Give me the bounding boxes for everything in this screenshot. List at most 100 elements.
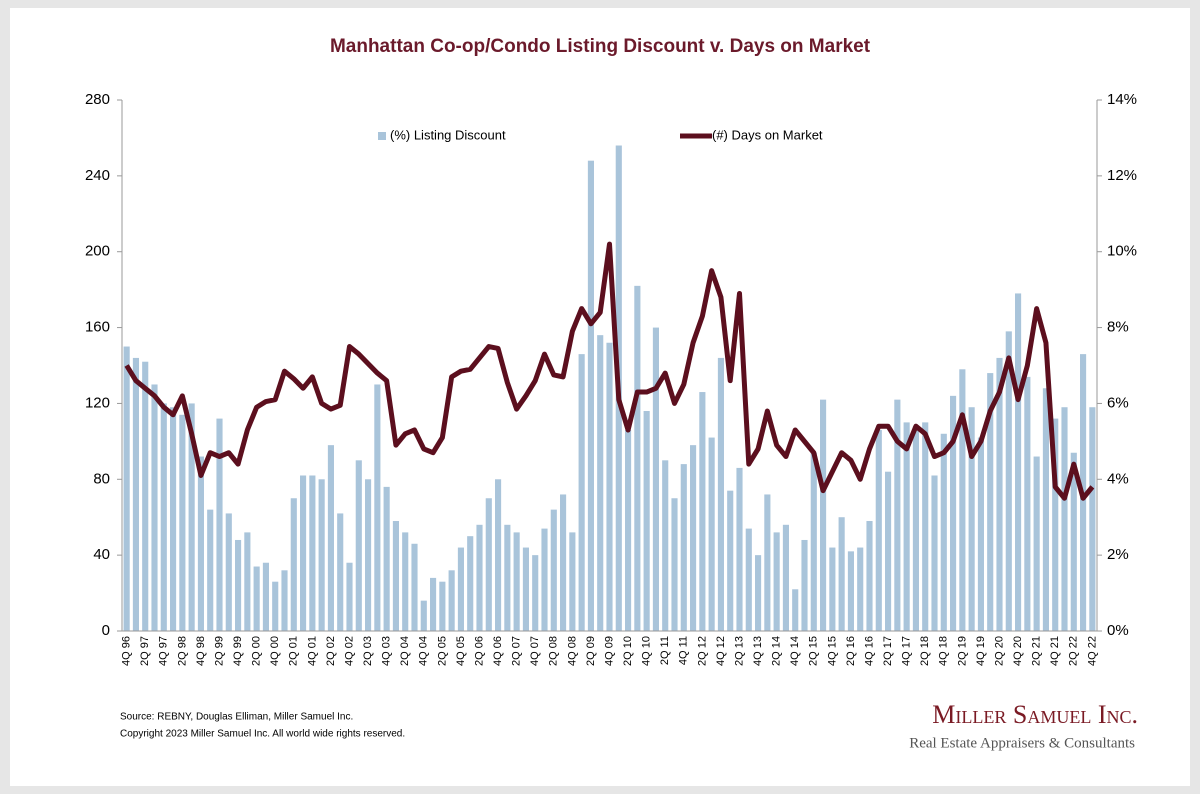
x-tick-label: 4Q 03	[381, 636, 393, 666]
y-tick-label: 80	[93, 470, 110, 487]
x-tick-label: 4Q 08	[566, 636, 578, 666]
x-tick-label: 4Q 01	[306, 636, 318, 666]
y-tick-label: 280	[85, 91, 110, 108]
bar	[912, 426, 919, 631]
bar	[820, 399, 827, 631]
bar	[272, 581, 279, 631]
bar	[950, 395, 957, 631]
bar	[485, 498, 492, 631]
source-note: Source: REBNY, Douglas Elliman, Miller S…	[120, 712, 353, 723]
bar	[420, 600, 427, 631]
bar	[207, 509, 214, 631]
y2-tick-label: 6%	[1107, 394, 1129, 411]
x-tick-label: 2Q 06	[473, 636, 485, 666]
x-tick-label: 4Q 09	[603, 636, 615, 666]
x-tick-label: 4Q 06	[492, 636, 504, 666]
y-tick-label: 160	[85, 319, 110, 336]
x-tick-label: 2Q 99	[213, 636, 225, 666]
bar	[755, 555, 762, 631]
y-tick-label: 0	[102, 622, 110, 639]
bar	[467, 536, 474, 631]
x-tick-label: 2Q 18	[919, 636, 931, 666]
bar	[727, 490, 734, 631]
x-tick-label: 4Q 99	[232, 636, 244, 666]
bar	[680, 464, 687, 631]
x-tick-label: 2Q 00	[251, 636, 263, 666]
x-tick-label: 4Q 10	[641, 636, 653, 666]
bar	[671, 498, 678, 631]
bar	[597, 335, 604, 631]
legend-label: (#) Days on Market	[712, 127, 823, 142]
bar	[587, 160, 594, 631]
y2-tick-label: 8%	[1107, 319, 1129, 336]
bar	[903, 422, 910, 631]
bar	[300, 475, 307, 631]
x-tick-label: 4Q 22	[1086, 636, 1098, 666]
bar	[309, 475, 316, 631]
x-tick-label: 2Q 05	[436, 636, 448, 666]
bar	[699, 392, 706, 631]
x-tick-label: 2Q 98	[176, 636, 188, 666]
bar	[430, 577, 437, 631]
bar	[792, 589, 799, 631]
x-tick-label: 2Q 03	[362, 636, 374, 666]
bar	[216, 418, 223, 631]
x-tick-label: 2Q 13	[733, 636, 745, 666]
x-tick-label: 4Q 16	[863, 636, 875, 666]
bar	[1070, 452, 1077, 631]
x-tick-label: 2Q 04	[399, 636, 411, 666]
bar	[801, 539, 808, 631]
bar	[392, 521, 399, 631]
bar	[922, 422, 929, 631]
bar	[244, 532, 251, 631]
bar	[1089, 407, 1096, 631]
bar	[968, 407, 975, 631]
x-tick-label: 4Q 98	[195, 636, 207, 666]
x-tick-label: 4Q 13	[752, 636, 764, 666]
bar	[262, 562, 269, 631]
bar	[782, 524, 789, 631]
bar	[170, 407, 177, 631]
bar	[662, 460, 669, 631]
x-tick-label: 4Q 19	[975, 636, 987, 666]
bar	[1005, 331, 1012, 631]
x-tick-label: 4Q 12	[715, 636, 727, 666]
x-tick-label: 4Q 00	[269, 636, 281, 666]
bar	[764, 494, 771, 631]
bar	[578, 354, 585, 631]
x-tick-label: 4Q 05	[455, 636, 467, 666]
bar	[996, 357, 1003, 631]
bar	[476, 524, 483, 631]
y2-tick-label: 4%	[1107, 470, 1129, 487]
bar	[327, 445, 334, 631]
bar	[225, 513, 232, 631]
x-tick-label: 4Q 97	[158, 636, 170, 666]
bar	[857, 547, 864, 631]
bar	[123, 346, 130, 631]
x-tick-label: 4Q 21	[1049, 636, 1061, 666]
x-tick-label: 2Q 97	[139, 636, 151, 666]
x-tick-label: 2Q 08	[548, 636, 560, 666]
x-tick-label: 2Q 01	[288, 636, 300, 666]
bar	[151, 384, 158, 631]
x-tick-label: 2Q 19	[956, 636, 968, 666]
bar	[773, 532, 780, 631]
x-tick-label: 4Q 04	[418, 636, 430, 666]
bar	[374, 384, 381, 631]
bar	[337, 513, 344, 631]
bar	[875, 429, 882, 631]
bar	[634, 285, 641, 631]
x-tick-label: 4Q 96	[121, 636, 133, 666]
x-tick-label: 2Q 12	[696, 636, 708, 666]
bar	[346, 562, 353, 631]
y2-tick-label: 10%	[1107, 243, 1137, 260]
bar	[1061, 407, 1068, 631]
chart-title: Manhattan Co-op/Condo Listing Discount v…	[330, 36, 871, 57]
bar	[1024, 376, 1031, 631]
bar	[959, 369, 966, 631]
bar	[355, 460, 362, 631]
bar	[281, 570, 288, 631]
bar	[132, 357, 139, 631]
